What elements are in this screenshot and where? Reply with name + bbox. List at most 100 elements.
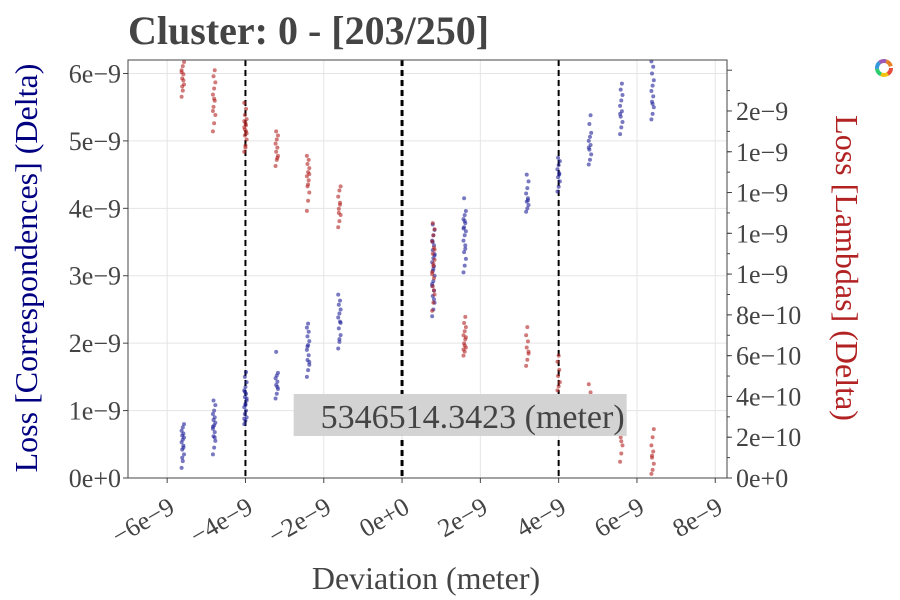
lambdas-point (243, 145, 248, 150)
correspondences-point (586, 138, 591, 143)
correspondences-point (336, 315, 341, 320)
lambdas-point (650, 467, 655, 472)
correspondences-point (304, 347, 309, 352)
correspondences-point (337, 337, 342, 342)
lambdas-point (431, 276, 436, 281)
x-axis-label: Deviation (meter) (312, 560, 540, 596)
lambdas-point (430, 308, 435, 313)
x-tick-label: −2e−9 (263, 492, 335, 551)
lambdas-point (525, 339, 530, 344)
lambdas-point (463, 314, 468, 319)
lambdas-point (555, 359, 560, 364)
lambdas-point (525, 357, 530, 362)
correspondences-point (587, 157, 592, 162)
correspondences-point (557, 179, 562, 184)
y-right-tick-label: 0e+0 (736, 464, 788, 493)
correspondences-point (431, 267, 436, 271)
lambdas-point (432, 227, 437, 232)
lambdas-point (526, 349, 531, 354)
correspondences-point (526, 202, 531, 207)
x-tick-label: 0e+0 (354, 492, 414, 543)
lambdas-point (242, 119, 247, 124)
correspondences-point (275, 379, 280, 384)
y-left-tick-label: 5e−9 (69, 127, 121, 156)
correspondences-point (244, 408, 249, 413)
lambdas-point (524, 363, 529, 368)
correspondences-point (242, 389, 247, 394)
lambdas-point (211, 74, 216, 79)
lambdas-point (432, 257, 437, 262)
correspondences-point (242, 416, 247, 421)
color-wheel-icon[interactable] (875, 59, 893, 77)
lambdas-point (556, 353, 561, 358)
lambdas-point (557, 367, 562, 372)
lambdas-point (306, 182, 311, 187)
correspondences-point (586, 162, 591, 167)
lambdas-point (620, 443, 625, 448)
correspondences-point (213, 403, 218, 408)
correspondences-point (338, 333, 343, 338)
lambdas-point (336, 210, 341, 215)
y-right-tick-label: 4e−10 (736, 382, 801, 411)
correspondences-point (461, 238, 466, 243)
correspondences-point (586, 145, 591, 150)
lambdas-point (651, 449, 656, 454)
annotation-text: 5346514.3423 (meter) (321, 399, 625, 436)
lambdas-point (586, 382, 591, 387)
correspondences-point (307, 339, 312, 344)
correspondences-point (242, 411, 247, 416)
correspondences-point (180, 455, 185, 460)
correspondences-point (650, 111, 655, 116)
lambdas-point (242, 149, 247, 154)
lambdas-point (211, 104, 216, 109)
y-axis-label-right: Loss [Lambdas] (Delta) (829, 115, 865, 421)
chart-title: Cluster: 0 - [203/250] (128, 8, 489, 53)
correspondences-point (336, 302, 341, 307)
lambdas-point (463, 325, 468, 330)
lambdas-point (431, 300, 436, 305)
lambdas-point (461, 347, 466, 352)
correspondences-point (525, 206, 530, 211)
lambdas-point (210, 129, 215, 134)
lambdas-point (430, 272, 435, 277)
correspondences-point (210, 424, 215, 429)
correspondences-point (556, 184, 561, 189)
lambdas-point (307, 166, 312, 171)
y-left-tick-label: 0e+0 (69, 464, 121, 493)
correspondences-point (618, 103, 623, 108)
correspondences-point (338, 320, 343, 325)
lambdas-point (462, 343, 467, 348)
correspondences-point (338, 307, 343, 312)
correspondences-point (650, 71, 655, 76)
lambdas-point (524, 333, 529, 338)
x-tick-label: 8e−9 (668, 492, 728, 543)
correspondences-point (588, 113, 593, 118)
correspondences-point (555, 167, 560, 172)
correspondences-point (306, 329, 311, 334)
series-correspondences (179, 59, 656, 470)
correspondences-point (431, 297, 436, 302)
correspondences-point (307, 360, 312, 365)
correspondences-point (525, 198, 530, 203)
correspondences-point (649, 89, 654, 94)
correspondences-point (182, 422, 187, 427)
x-tick-label: −6e−9 (107, 492, 179, 551)
lambdas-point (274, 129, 279, 134)
correspondences-point (181, 445, 186, 450)
y-right-tick-label: 1e−9 (736, 179, 788, 208)
correspondences-point (182, 452, 187, 457)
lambdas-point (649, 443, 654, 448)
correspondences-point (619, 125, 624, 130)
correspondences-point (462, 250, 467, 255)
lambdas-point (463, 335, 468, 340)
annotation: 5346514.3423 (meter) (293, 393, 627, 436)
correspondences-point (336, 326, 341, 331)
correspondences-point (274, 349, 279, 354)
series-lambdas (179, 60, 656, 476)
y-left-tick-label: 1e−9 (69, 397, 121, 426)
lambdas-point (555, 388, 560, 393)
lambdas-point (337, 188, 342, 193)
lambdas-point (180, 88, 185, 93)
lambdas-point (619, 451, 624, 456)
y-right-tick-label: 1e−9 (736, 260, 788, 289)
